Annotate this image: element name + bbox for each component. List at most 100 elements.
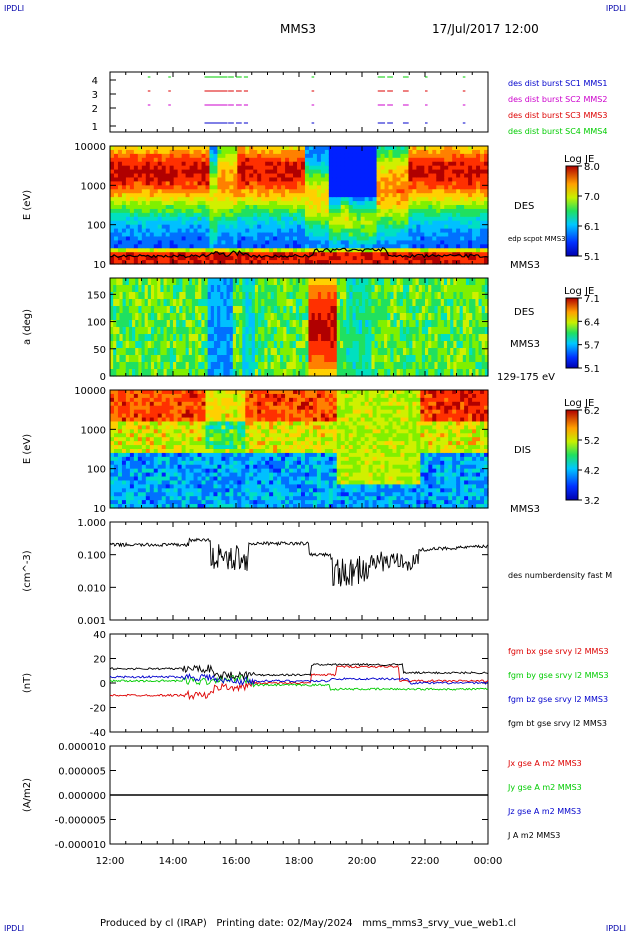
burst-ytick-label: 1 (92, 122, 98, 133)
des-pitch-energy-label: 129-175 eV (497, 372, 555, 383)
xaxis-tick-label: 12:00 (96, 856, 125, 867)
des-pitch-ytick-label: 0 (100, 372, 106, 383)
des-pitch-colorbar-title: Log JE (564, 286, 594, 297)
density-ytick-label: 0.010 (77, 583, 106, 594)
corner-label-bottom-right: IPDLI (605, 924, 626, 933)
current-ytick-label: 0.000000 (58, 791, 106, 802)
fgm-line-1 (109, 674, 489, 691)
des-energy-colorbar-title: Log JE (564, 154, 594, 165)
density-legend-0: des numberdensity fast M (508, 571, 612, 580)
dis-energy-colorbar-title: Log JE (564, 398, 594, 409)
fgm-line-3 (109, 663, 489, 681)
des-energy-ylabel: E (eV) (22, 190, 33, 220)
des-energy-colorbar-tick: 5.1 (584, 252, 600, 263)
current-ylabel: (A/m2) (22, 778, 33, 812)
des-pitch-colorbar-tick: 5.1 (584, 364, 600, 375)
dis-energy-ytick-label: 10000 (74, 386, 106, 397)
dis-energy-mms-label: MMS3 (510, 504, 540, 515)
des-energy-colorbar-tick: 6.1 (584, 222, 600, 233)
fgm-line-2 (109, 672, 489, 686)
des-energy-ytick-label: 100 (87, 221, 106, 232)
current-legend-0: Jx gse A m2 MMS3 (507, 759, 582, 768)
xaxis-tick-label: 22:00 (411, 856, 440, 867)
density-frame (109, 521, 489, 621)
current-ytick-label: -0.000005 (55, 816, 106, 827)
current-ytick-label: -0.000010 (55, 840, 106, 851)
dis-energy-ytick-label: 100 (87, 465, 106, 476)
des-pitch-side-label: DES (514, 307, 534, 318)
current-ytick-label: 0.000005 (58, 767, 106, 778)
dis-energy-colorbar (565, 409, 579, 501)
xaxis-tick-label: 18:00 (285, 856, 314, 867)
dis-energy-ytick-label: 10 (93, 504, 106, 515)
des-pitch-ytick-label: 150 (87, 290, 106, 301)
burst-ytick-label: 2 (92, 104, 98, 115)
dis-energy-colorbar-tick: 4.2 (584, 466, 600, 477)
burst-legend-3: des dist burst SC4 MMS4 (508, 127, 607, 136)
des-energy-scpot-label: edp scpot MMS3 (508, 235, 566, 243)
fgm-ytick-label: 0 (100, 679, 106, 690)
mission-title: MMS3 (280, 22, 316, 36)
des-pitch-ytick-label: 50 (93, 345, 106, 356)
fgm-legend-2: fgm bz gse srvy l2 MMS3 (508, 695, 608, 704)
burst-frame (109, 71, 489, 133)
fgm-legend-3: fgm bt gse srvy l2 MMS3 (508, 719, 607, 728)
burst-legend-2: des dist burst SC3 MMS3 (508, 111, 607, 120)
des-energy-ytick-label: 1000 (81, 181, 106, 192)
burst-legend-1: des dist burst SC2 MMS2 (508, 95, 607, 104)
des-energy-spectrogram (110, 146, 489, 265)
dis-energy-side-label: DIS (514, 445, 531, 456)
des-energy-ytick-label: 10000 (74, 142, 106, 153)
dis-energy-colorbar-tick: 6.2 (584, 406, 600, 417)
fgm-ytick-label: 40 (93, 630, 106, 641)
xaxis-tick-label: 16:00 (222, 856, 251, 867)
xaxis-tick-label: 14:00 (159, 856, 188, 867)
des-energy-mms-label: MMS3 (510, 260, 540, 271)
fgm-ytick-label: -20 (90, 704, 106, 715)
des-pitch-colorbar-tick: 6.4 (584, 317, 600, 328)
fgm-legend-0: fgm bx gse srvy l2 MMS3 (508, 647, 609, 656)
fgm-ytick-label: 20 (93, 655, 106, 666)
dis-energy-ytick-label: 1000 (81, 425, 106, 436)
des-pitch-colorbar-tick: 5.7 (584, 341, 600, 352)
plot-date: 17/Jul/2017 12:00 (432, 22, 539, 36)
corner-label-top-left: IPDLI (4, 4, 25, 13)
des-energy-colorbar-tick: 8.0 (584, 162, 600, 173)
fgm-ylabel: (nT) (22, 673, 33, 693)
density-ytick-label: 1.000 (77, 518, 106, 529)
dis-energy-ylabel: E (eV) (22, 434, 33, 464)
density-ytick-label: 0.100 (77, 551, 106, 562)
des-energy-scpot-line (110, 247, 489, 259)
des-energy-colorbar-tick: 7.0 (584, 192, 600, 203)
des-pitch-colorbar (565, 297, 579, 369)
des-energy-side-label: DES (514, 201, 534, 212)
des-pitch-spectrogram (110, 278, 489, 377)
fgm-line-0 (109, 665, 489, 701)
current-ytick-label: 0.000010 (58, 742, 106, 753)
current-legend-2: Jz gse A m2 MMS3 (507, 807, 581, 816)
dis-energy-colorbar-tick: 3.2 (584, 496, 600, 507)
corner-label-bottom-left: IPDLI (4, 924, 25, 933)
fgm-ytick-label: -40 (90, 728, 106, 739)
dis-energy-spectrogram (110, 390, 489, 509)
burst-ytick-label: 4 (92, 76, 98, 87)
des-pitch-ylabel: a (deg) (22, 309, 33, 345)
density-ylabel: (cm^-3) (22, 550, 33, 591)
des-energy-colorbar (565, 165, 579, 257)
des-pitch-mms-label: MMS3 (510, 339, 540, 350)
dis-energy-colorbar-tick: 5.2 (584, 436, 600, 447)
des-pitch-colorbar-tick: 7.1 (584, 294, 600, 305)
burst-ytick-label: 3 (92, 90, 98, 101)
current-legend-3: J A m2 MMS3 (507, 831, 560, 840)
current-legend-1: Jy gse A m2 MMS3 (507, 783, 582, 792)
footer-credit: Produced by cl (IRAP) Printing date: 02/… (100, 918, 517, 929)
fgm-legend-1: fgm by gse srvy l2 MMS3 (508, 671, 609, 680)
density-ytick-label: 0.001 (77, 616, 106, 627)
xaxis-tick-label: 00:00 (474, 856, 503, 867)
corner-label-top-right: IPDLI (605, 4, 626, 13)
burst-legend-0: des dist burst SC1 MMS1 (508, 79, 607, 88)
des-pitch-ytick-label: 100 (87, 318, 106, 329)
xaxis-tick-label: 20:00 (348, 856, 377, 867)
density-line (109, 537, 489, 587)
